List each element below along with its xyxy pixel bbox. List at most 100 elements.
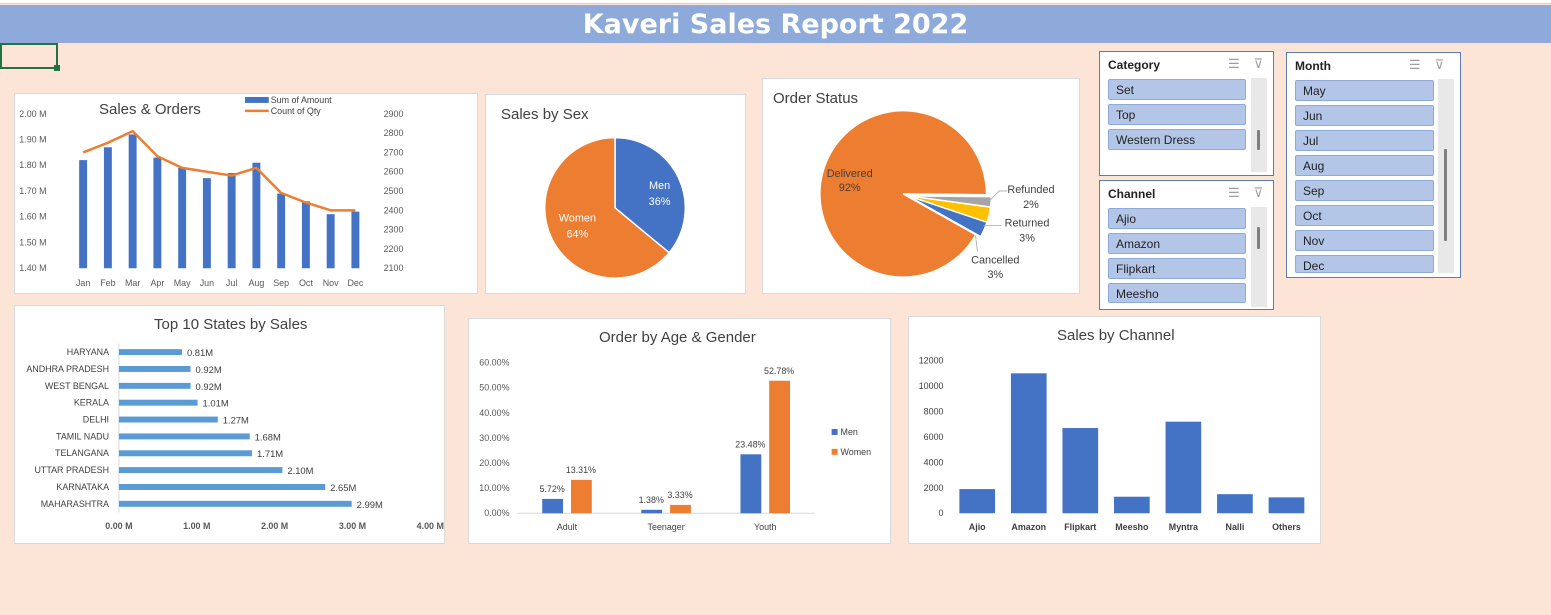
bar	[118, 399, 198, 406]
bar	[118, 450, 253, 457]
report-banner: Kaveri Sales Report 2022	[0, 5, 1551, 43]
multi-select-icon[interactable]: ☰	[1228, 185, 1240, 200]
bar-others	[1268, 497, 1305, 514]
data-label: 0.81M	[187, 347, 213, 358]
multi-select-icon[interactable]: ☰	[1228, 56, 1240, 71]
slicer-item-top[interactable]: Top	[1108, 104, 1246, 125]
slicer-item-sep[interactable]: Sep	[1295, 180, 1434, 201]
y-tick-label: 20.00%	[479, 458, 509, 468]
y-tick-label: 1.50 M	[19, 237, 46, 247]
bar-ajio	[959, 489, 996, 514]
selected-cell[interactable]	[0, 43, 60, 71]
slice-label: 3%	[1019, 232, 1035, 244]
slicer-scrollbar[interactable]	[1438, 79, 1454, 273]
bar-meesho	[1114, 496, 1150, 514]
month-slicer[interactable]: Month ☰ ⊽ May Jun Jul Aug Sep Oct Nov Dec	[1286, 52, 1461, 278]
x-tick-label: Apr	[150, 278, 164, 288]
sales-orders-chart[interactable]: Sales & Orders 2.00 M 1.90 M 1.80 M 1.70 M 1…	[14, 93, 478, 294]
slicer-item-nov[interactable]: Nov	[1295, 230, 1434, 251]
slicer-item-jul[interactable]: Jul	[1295, 130, 1434, 151]
y-tick-label: 1.90 M	[19, 135, 46, 145]
y-tick-label: KARNATAKA	[56, 482, 109, 492]
multi-select-icon[interactable]: ☰	[1409, 57, 1421, 72]
slice-label: Women	[559, 213, 596, 225]
data-label: 0.92M	[196, 381, 222, 392]
data-label: 2.65M	[330, 482, 356, 493]
slicer-item-aug[interactable]: Aug	[1295, 155, 1434, 176]
sales-by-channel-chart[interactable]: Sales by Channel 12000 10000 8000 6000 4000 2…	[908, 316, 1321, 544]
x-tick-label: Aug	[248, 278, 264, 288]
x-tick-label: Teenager	[648, 522, 685, 532]
y-tick-label: 2000	[924, 483, 944, 493]
y2-tick-label: 2900	[384, 109, 404, 119]
slicer-item-ajio[interactable]: Ajio	[1108, 208, 1246, 229]
y-tick-label: TAMIL NADU	[56, 431, 109, 441]
y-tick-label: 50.00%	[479, 383, 509, 393]
bar	[79, 160, 88, 269]
series-line-count-of-qty	[82, 129, 356, 212]
chart-title: Top 10 States by Sales	[154, 316, 308, 333]
bar-myntra	[1165, 421, 1202, 514]
y-tick-label: 10.00%	[479, 483, 509, 493]
top-states-chart[interactable]: Top 10 States by Sales HARYANA 0.81M ANDHR…	[14, 305, 445, 544]
slicer-scrollbar[interactable]	[1251, 207, 1267, 307]
clear-filter-icon[interactable]: ⊽	[1253, 56, 1264, 71]
order-status-chart[interactable]: Order Status Delivered 92% Refunded 2% Retur…	[762, 78, 1080, 294]
slicer-item-meesho[interactable]: Meesho	[1108, 283, 1246, 303]
clear-filter-icon[interactable]: ⊽	[1434, 57, 1445, 72]
slice-label: Returned	[1005, 218, 1050, 230]
x-tick-label: Meesho	[1115, 522, 1149, 532]
data-label: 1.68M	[255, 431, 281, 442]
bar	[277, 193, 286, 269]
x-tick-label: Amazon	[1011, 522, 1046, 532]
y-tick-label: 0.00%	[484, 508, 509, 518]
y-tick-label: 12000	[919, 356, 944, 366]
data-label: 1.38%	[639, 495, 664, 505]
y-tick-label: HARYANA	[67, 347, 109, 357]
age-gender-chart[interactable]: Order by Age & Gender 60.00% 50.00% 40.00%…	[468, 318, 891, 544]
y2-tick-label: 2100	[384, 263, 404, 273]
y-tick-label: 60.00%	[479, 358, 509, 368]
slice-label: 2%	[1023, 199, 1039, 211]
category-slicer[interactable]: Category ☰ ⊽ Set Top Western Dress	[1099, 51, 1274, 176]
slicer-item-oct[interactable]: Oct	[1295, 205, 1434, 226]
x-tick-label: Others	[1272, 522, 1301, 532]
chart-title: Sales by Sex	[501, 106, 589, 123]
bar-nalli	[1217, 494, 1253, 514]
bar	[118, 500, 352, 507]
channel-slicer[interactable]: Channel ☰ ⊽ Ajio Amazon Flipkart Meesho	[1099, 180, 1274, 310]
slicer-scrollbar[interactable]	[1251, 78, 1267, 172]
y-tick-label: WEST BENGAL	[45, 381, 109, 391]
data-label: 3.33%	[667, 490, 692, 500]
leader-line	[975, 235, 978, 252]
x-tick-label: Ajio	[969, 522, 986, 532]
x-tick-label: 0.00 M	[105, 521, 132, 531]
x-tick-label: Jun	[200, 278, 214, 288]
slicer-item-dec[interactable]: Dec	[1295, 255, 1434, 273]
slicer-item-set[interactable]: Set	[1108, 79, 1246, 100]
slicer-item-jun[interactable]: Jun	[1295, 105, 1434, 126]
report-title: Kaveri Sales Report 2022	[582, 8, 969, 40]
slice-label: Men	[649, 180, 670, 192]
y-tick-label: 1.80 M	[19, 160, 46, 170]
bar	[118, 433, 250, 440]
y2-tick-label: 2600	[384, 167, 404, 177]
slicer-item-amazon[interactable]: Amazon	[1108, 233, 1246, 254]
legend-label: Count of Qty	[271, 106, 322, 116]
y-tick-label: 1.70 M	[19, 186, 46, 196]
sheet-column-header	[0, 0, 1551, 4]
slicer-item-western-dress[interactable]: Western Dress	[1108, 129, 1246, 150]
y-tick-label: 1.60 M	[19, 212, 46, 222]
y-tick-label: 6000	[924, 432, 944, 442]
y-tick-label: UTTAR PRADESH	[34, 465, 109, 475]
bar	[103, 147, 112, 269]
sales-by-sex-chart[interactable]: Sales by Sex Men 36% Women 64%	[485, 94, 746, 294]
y2-tick-label: 2300	[384, 225, 404, 235]
bar-amazon	[1010, 373, 1047, 514]
x-tick-label: 1.00 M	[183, 521, 210, 531]
clear-filter-icon[interactable]: ⊽	[1253, 185, 1264, 200]
legend-swatch	[831, 448, 838, 455]
bar-flipkart	[1062, 428, 1099, 514]
slicer-item-flipkart[interactable]: Flipkart	[1108, 258, 1246, 279]
slicer-item-may[interactable]: May	[1295, 80, 1434, 101]
